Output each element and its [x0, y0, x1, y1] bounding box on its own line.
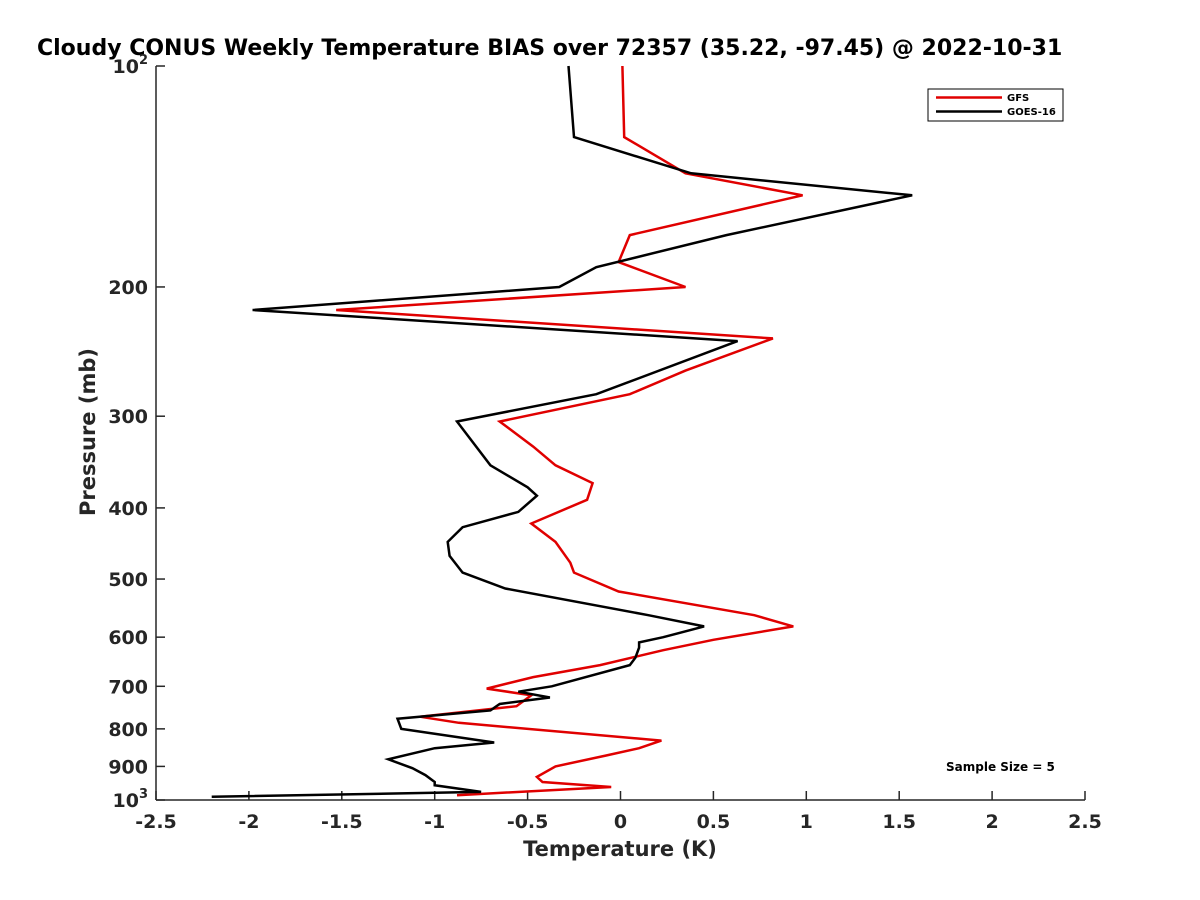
legend: GFS GOES-16 — [927, 88, 1064, 122]
x-tick-label: 1.5 — [882, 811, 916, 833]
x-axis-ticks: -2.5 -2 -1.5 -1 -0.5 0 0.5 1 1.5 2 2.5 — [135, 791, 1102, 833]
y-tick-label-exponent: 3 — [139, 787, 148, 802]
y-tick-label: 500 — [108, 569, 148, 591]
y-axis-label: Pressure (mb) — [76, 348, 100, 516]
sample-size-annotation: Sample Size = 5 — [946, 760, 1055, 774]
series-line-gfs — [336, 65, 803, 797]
y-tick-label: 103 — [113, 787, 149, 812]
x-tick-label: -2 — [238, 811, 259, 833]
y-tick-label: 400 — [108, 498, 148, 520]
x-tick-label: 2 — [985, 811, 998, 833]
y-tick-label: 300 — [108, 406, 148, 428]
y-tick-label: 600 — [108, 627, 148, 649]
legend-box — [927, 88, 1064, 122]
y-tick-label: 900 — [108, 756, 148, 778]
x-tick-label: 0 — [614, 811, 627, 833]
y-tick-label: 700 — [108, 676, 148, 698]
y-tick-label-exponent: 2 — [139, 53, 148, 68]
x-axis-label: Temperature (K) — [523, 837, 717, 861]
series-layer — [211, 65, 913, 799]
x-tick-label: 2.5 — [1068, 811, 1102, 833]
y-tick-label-base: 10 — [113, 56, 139, 78]
x-tick-label: -1.5 — [321, 811, 363, 833]
legend-label-goes16: GOES-16 — [1007, 107, 1056, 118]
chart-title: Cloudy CONUS Weekly Temperature BIAS ove… — [37, 36, 1062, 61]
plot-axes — [155, 66, 1085, 801]
x-tick-label: -1 — [424, 811, 445, 833]
y-tick-label: 200 — [108, 277, 148, 299]
series-line-goes16 — [211, 65, 913, 799]
y-tick-label: 800 — [108, 719, 148, 741]
y-tick-label: 102 — [113, 53, 149, 78]
x-tick-label: 1 — [800, 811, 813, 833]
legend-label-gfs: GFS — [1007, 93, 1029, 104]
x-tick-label: 0.5 — [697, 811, 731, 833]
x-tick-label: -2.5 — [135, 811, 177, 833]
y-tick-label-base: 10 — [113, 790, 139, 812]
x-tick-label: -0.5 — [507, 811, 549, 833]
